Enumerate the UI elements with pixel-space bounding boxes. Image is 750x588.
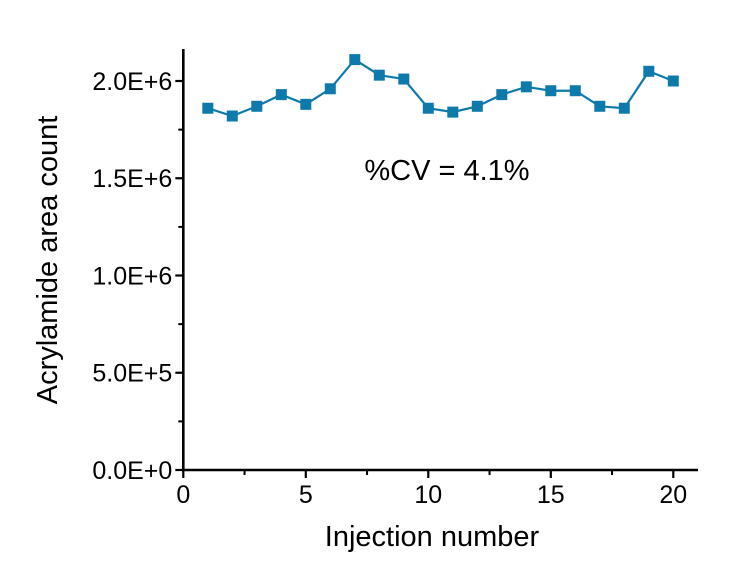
- y-axis-major-ticks: [175, 79, 184, 472]
- data-point: [300, 98, 312, 110]
- data-point: [324, 83, 336, 95]
- data-point: [643, 65, 655, 77]
- y-tick-label: 1.5E+6: [92, 165, 172, 193]
- x-axis-tick-labels: 0 5 10 15 20: [176, 481, 687, 509]
- cv-annotation: %CV = 4.1%: [364, 155, 529, 187]
- y-tick-label: 5.0E+5: [92, 360, 172, 388]
- data-point: [398, 73, 410, 85]
- data-point: [373, 69, 385, 81]
- y-axis-title: Acrylamide area count: [32, 116, 64, 405]
- data-point: [594, 100, 606, 112]
- y-tick-label: 1.0E+6: [92, 262, 172, 290]
- x-tick-label: 5: [299, 481, 313, 509]
- data-point: [545, 85, 557, 97]
- data-point: [447, 106, 459, 118]
- x-axis-title: Injection number: [325, 521, 540, 553]
- y-tick-label: 0.0E+0: [92, 457, 172, 485]
- data-point: [667, 75, 679, 87]
- data-point: [569, 85, 581, 97]
- x-axis-major-ticks: [182, 470, 675, 478]
- data-point: [202, 102, 214, 114]
- x-tick-label: 15: [537, 481, 565, 509]
- series-markers: [202, 54, 679, 122]
- data-point: [520, 81, 532, 93]
- data-point: [226, 110, 238, 122]
- data-point: [471, 100, 483, 112]
- data-point: [422, 102, 434, 114]
- y-tick-label: 2.0E+6: [92, 68, 172, 96]
- data-point: [275, 89, 287, 101]
- data-point: [618, 102, 630, 114]
- x-tick-label: 20: [659, 481, 687, 509]
- x-tick-label: 0: [176, 481, 190, 509]
- y-axis-tick-labels: 0.0E+0 5.0E+5 1.0E+6 1.5E+6 2.0E+6: [92, 68, 172, 485]
- data-point: [349, 54, 361, 66]
- data-point: [496, 89, 508, 101]
- data-point: [251, 100, 263, 112]
- x-tick-label: 10: [414, 481, 442, 509]
